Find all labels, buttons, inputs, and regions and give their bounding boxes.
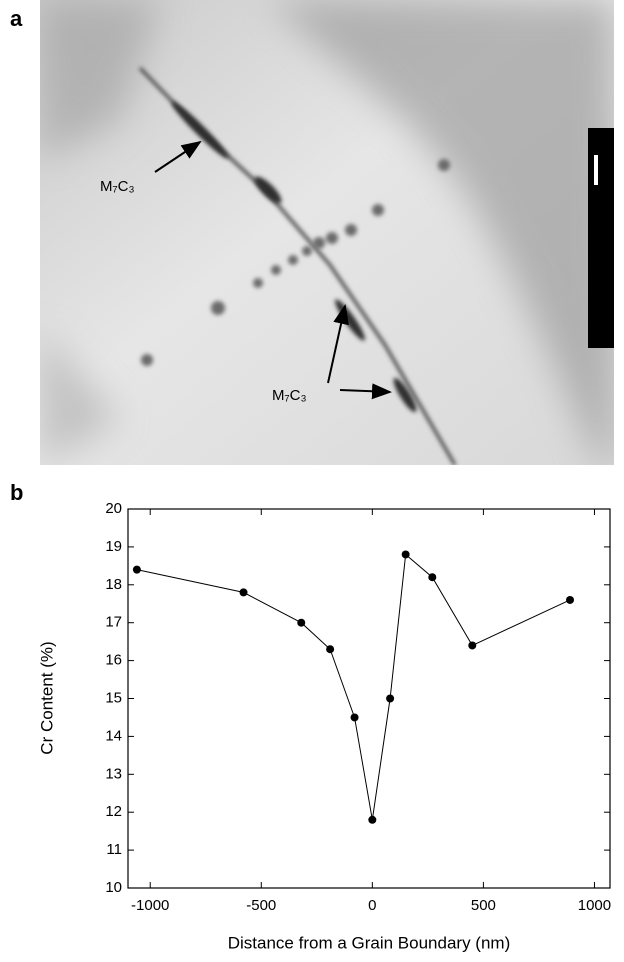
data-point xyxy=(401,550,410,559)
y-tick-label: 15 xyxy=(105,689,122,706)
data-point xyxy=(386,694,395,703)
data-point xyxy=(239,588,248,597)
x-axis-label: Distance from a Grain Boundary (nm) xyxy=(228,933,511,952)
panel-label: b xyxy=(10,480,23,505)
y-tick-label: 14 xyxy=(105,727,122,744)
y-tick-label: 12 xyxy=(105,803,122,820)
data-point xyxy=(566,595,575,604)
y-tick-label: 16 xyxy=(105,652,122,669)
y-tick-label: 17 xyxy=(105,614,122,631)
annotation: M₇C₃ xyxy=(272,387,307,404)
arrow xyxy=(154,140,202,173)
data-point xyxy=(297,618,306,627)
micrograph xyxy=(40,0,614,465)
y-tick-label: 18 xyxy=(105,576,122,593)
data-line xyxy=(136,553,571,820)
plot-frame xyxy=(127,508,611,889)
y-tick-label: 10 xyxy=(105,879,122,896)
data-point xyxy=(468,641,477,650)
x-tick-label: 0 xyxy=(368,897,376,914)
panel-label: a xyxy=(10,6,23,31)
x-tick-label: -500 xyxy=(246,897,276,914)
arrow xyxy=(327,304,349,384)
y-axis-label: Cr Content (%) xyxy=(37,641,56,754)
annotation: M₇C₃ xyxy=(100,178,135,195)
x-tick-label: 500 xyxy=(471,897,496,914)
data-point xyxy=(368,815,377,824)
y-tick-label: 19 xyxy=(105,538,122,555)
data-point xyxy=(132,565,141,574)
y-tick-label: 13 xyxy=(105,765,122,782)
data-point xyxy=(350,713,359,722)
data-point xyxy=(326,645,335,654)
y-tick-label: 11 xyxy=(106,841,122,858)
x-tick-label: 1000 xyxy=(578,897,611,914)
y-tick-label: 20 xyxy=(105,500,122,517)
arrow xyxy=(339,383,392,400)
data-point xyxy=(428,573,437,582)
x-tick-label: -1000 xyxy=(131,897,169,914)
